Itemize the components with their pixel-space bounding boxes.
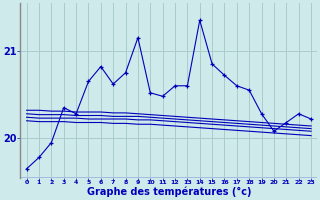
X-axis label: Graphe des températures (°c): Graphe des températures (°c) [87, 187, 251, 197]
